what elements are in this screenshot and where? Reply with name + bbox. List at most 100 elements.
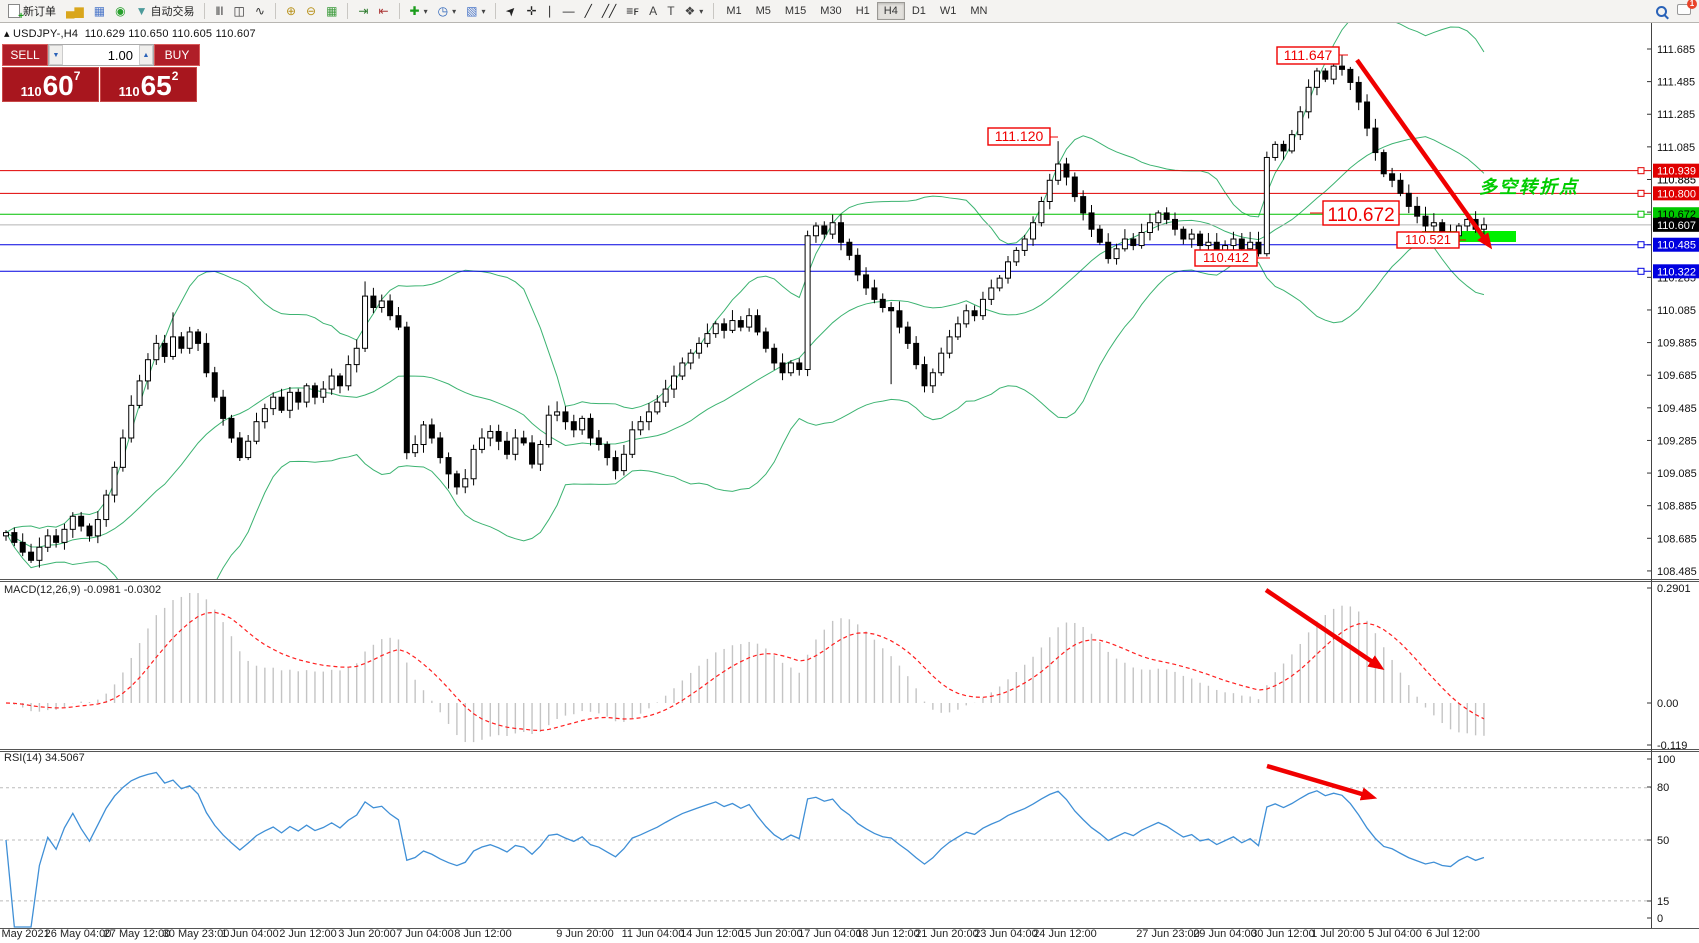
buy-price-big: 65 xyxy=(140,70,172,101)
scroll-to-end-button[interactable]: ⇥ xyxy=(353,3,373,19)
highlight-rect[interactable] xyxy=(1422,231,1516,242)
templates-button[interactable]: ▧ ▾ xyxy=(461,3,490,19)
timeframe-d1[interactable]: D1 xyxy=(911,5,926,17)
zoom-out-button[interactable]: ⊖ xyxy=(301,3,321,19)
svg-text:110.607: 110.607 xyxy=(1657,220,1696,232)
svg-text:110.322: 110.322 xyxy=(1657,266,1696,278)
price-tick: 108.485 xyxy=(1657,566,1697,578)
new-order-icon xyxy=(8,4,24,22)
timeframe-w1[interactable]: W1 xyxy=(939,5,957,17)
timeframe-mn[interactable]: MN xyxy=(970,5,988,17)
chat-button[interactable]: 1 xyxy=(1677,0,1697,18)
macd-signal-line xyxy=(5,611,1485,732)
svg-text:-0.119: -0.119 xyxy=(1657,740,1687,752)
sell-price[interactable]: 110 60 7 xyxy=(2,67,99,102)
svg-text:100: 100 xyxy=(1657,754,1675,766)
time-tick: 27 Jun 23:00 xyxy=(1136,928,1200,940)
periods-button[interactable]: ◷ ▾ xyxy=(433,3,462,19)
text-button[interactable]: A xyxy=(644,3,662,19)
tile-windows-button[interactable]: ▦ xyxy=(321,3,342,19)
timeframe-h4[interactable]: H4 xyxy=(876,2,905,20)
line-chart-icon: ∿ xyxy=(254,4,265,18)
buy-price-sup: 2 xyxy=(171,69,179,83)
auto-trading-button[interactable]: ▼ 自动交易 xyxy=(131,1,200,21)
trend-arrow[interactable] xyxy=(1264,588,1385,671)
label-icon: T xyxy=(667,4,675,18)
bar-chart-button[interactable]: ǁǀ xyxy=(210,3,228,19)
timeframe-m15[interactable]: M15 xyxy=(784,5,807,17)
chart-area: 111.685111.485111.285111.085110.885110.6… xyxy=(0,23,1699,943)
price-tick: 108.685 xyxy=(1657,533,1697,545)
auto-scroll-button[interactable]: ⇤ xyxy=(373,3,393,19)
auto-scroll-icon: ⇤ xyxy=(378,4,389,18)
volume-field[interactable]: 1.00 xyxy=(107,47,133,63)
buy-price[interactable]: 110 65 2 xyxy=(100,67,197,102)
price-chart[interactable]: 111.685111.485111.285111.085110.885110.6… xyxy=(0,23,1699,943)
svg-text:110.800: 110.800 xyxy=(1657,188,1696,200)
vline-icon: ∣ xyxy=(546,4,553,18)
cn-annotation[interactable]: 多空转折点 xyxy=(1479,177,1580,197)
volume-down-button[interactable]: ▼ xyxy=(49,45,63,65)
time-tick: 18 Jun 12:00 xyxy=(856,928,920,940)
zoom-in-button[interactable]: ⊕ xyxy=(281,3,301,19)
indicators-button[interactable]: ✚ ▾ xyxy=(405,3,433,19)
search-icon[interactable] xyxy=(1656,5,1667,17)
time-tick: 6 Jul 12:00 xyxy=(1426,928,1480,940)
time-tick: 17 Jun 04:00 xyxy=(798,928,862,940)
timeframe-h1[interactable]: H1 xyxy=(855,5,870,17)
crosshair-button[interactable]: ✛ xyxy=(522,3,542,19)
time-tick: 8 Jun 12:00 xyxy=(454,928,512,940)
volume-stepper: ▼ 1.00 ▲ xyxy=(48,44,154,66)
fibonacci-button[interactable]: ≡ꜰ xyxy=(621,3,644,19)
shapes-button[interactable]: ❖ ▾ xyxy=(680,3,709,19)
vline-button[interactable]: ∣ xyxy=(542,3,558,19)
volume-up-button[interactable]: ▲ xyxy=(139,45,153,65)
chevron-down-icon: ▾ xyxy=(481,6,486,16)
timeframe-m30[interactable]: M30 xyxy=(820,5,842,17)
trend-arrow[interactable] xyxy=(1266,763,1378,801)
hline-button[interactable]: ― xyxy=(558,3,580,19)
price-tick: 109.685 xyxy=(1657,370,1697,382)
time-tick: 5 Jul 04:00 xyxy=(1368,928,1422,940)
trendline-button[interactable]: ╱ xyxy=(580,3,597,19)
community-icon[interactable]: ◉ xyxy=(110,3,130,19)
svg-text:50: 50 xyxy=(1657,835,1669,847)
channel-button[interactable]: ╱╱ xyxy=(597,3,621,19)
time-tick: 2 Jun 12:00 xyxy=(279,928,337,940)
svg-text:110.412: 110.412 xyxy=(1203,250,1249,265)
time-tick: 4 May 2021 xyxy=(0,928,50,940)
chevron-down-icon: ▾ xyxy=(423,6,428,16)
candle-chart-button[interactable]: ◫ xyxy=(229,3,250,19)
market-watch-icon-icon: ▦ xyxy=(93,4,106,18)
new-order-button-label: 新订单 xyxy=(23,6,56,18)
time-tick: 21 Jun 20:00 xyxy=(915,928,979,940)
price-tick: 111.685 xyxy=(1657,44,1695,56)
shapes-icon: ❖ xyxy=(684,4,696,18)
auto-trading-button-label: 自动交易 xyxy=(150,6,195,18)
sell-price-big: 60 xyxy=(42,70,74,101)
time-tick: 7 Jun 04:00 xyxy=(396,928,454,940)
market-watch-icon[interactable]: ▦ xyxy=(89,3,110,19)
gold-icon[interactable]: ▄▆ xyxy=(61,3,89,19)
toolbar: 新订单▄▆▦◉▼自动交易ǁǀ◫∿⊕⊖▦⇥⇤✚▾◷▾▧▾➤✛∣―╱╱╱≡ꜰAT❖▾… xyxy=(0,0,1699,23)
fibonacci-icon: ≡ꜰ xyxy=(626,4,640,18)
timeframe-m5[interactable]: M5 xyxy=(755,5,771,17)
label-button[interactable]: T xyxy=(662,3,679,19)
notification-badge: 1 xyxy=(1687,0,1697,9)
toolbar-divider xyxy=(204,3,206,19)
line-chart-button[interactable]: ∿ xyxy=(250,3,270,19)
price-tick: 111.085 xyxy=(1657,142,1695,154)
time-tick: 30 May 23:00 xyxy=(163,928,230,940)
price-tick: 108.885 xyxy=(1657,501,1697,513)
new-order-button[interactable]: 新订单 xyxy=(3,1,61,22)
timeframe-m1[interactable]: M1 xyxy=(726,5,742,17)
buy-button[interactable]: BUY xyxy=(154,44,200,66)
periods-icon: ◷ xyxy=(437,4,449,18)
trend-arrow[interactable] xyxy=(1355,58,1493,250)
sell-button[interactable]: SELL xyxy=(2,44,48,66)
sell-price-sup: 7 xyxy=(73,69,81,83)
cursor-button[interactable]: ➤ xyxy=(501,2,521,19)
crosshair-icon: ✛ xyxy=(526,4,537,18)
chevron-down-icon: ▾ xyxy=(699,6,704,16)
